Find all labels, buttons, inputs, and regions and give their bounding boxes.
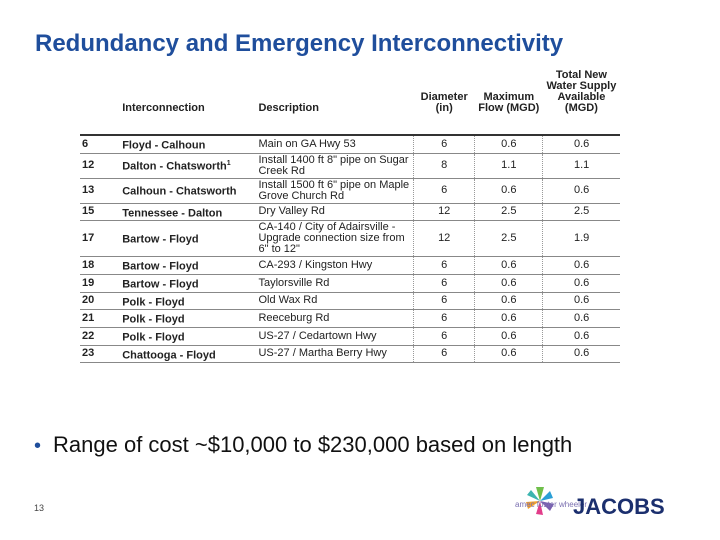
row-max-flow: 2.5 [474,203,543,221]
header-interconnection: Interconnection [122,102,205,114]
row-id: 12 [82,159,95,172]
row-description: Taylorsville Rd [258,276,330,289]
row-max-flow: 2.5 [474,220,543,257]
row-description: Reeceburg Rd [258,312,330,325]
row-id: 6 [82,137,89,150]
row-total-new: 0.6 [542,292,620,310]
table-body: 6 Floyd - Calhoun Main on GA Hwy 53 6 0.6 0.6… [80,135,620,363]
row-diameter: 6 [413,327,475,346]
row-interconnection: Calhoun - Chatsworth [122,185,237,198]
row-total-new: 0.6 [542,327,620,346]
footnote-marker: 1 [226,160,231,168]
row-interconnection: Polk - Floyd [122,296,185,309]
row-max-flow: 0.6 [474,178,543,204]
interconnection-table: Interconnection Description Diameter (in… [80,70,620,363]
row-id: 18 [82,259,95,272]
table-row: 19 Bartow - Floyd Taylorsville Rd 6 0.6 0.6 [80,274,620,293]
row-id: 13 [82,184,95,197]
row-max-flow: 0.6 [474,274,543,293]
row-max-flow: 0.6 [474,256,543,275]
row-diameter: 8 [413,153,475,179]
row-description: CA-293 / Kingston Hwy [258,259,373,272]
header-total-new: Total New Water Supply Available (MGD) [546,69,617,114]
row-diameter: 12 [413,203,475,221]
row-interconnection: Bartow - Floyd [122,278,199,291]
table-row: 23 Chattooga - Floyd US-27 / Martha Berry … [80,345,620,363]
row-total-new: 0.6 [542,178,620,204]
amec-logo-text: amec foster wheeler [515,500,588,509]
row-max-flow: 0.6 [474,309,543,328]
row-max-flow: 0.6 [474,135,543,154]
row-total-new: 0.6 [542,274,620,293]
table-row: 21 Polk - Floyd Reeceburg Rd 6 0.6 0.6 [80,309,620,328]
row-total-new: 1.1 [542,153,620,179]
table-row: 17 Bartow - Floyd CA-140 / City of Adairsv… [80,220,620,257]
row-description: CA-140 / City of Adairsville - Upgrade c… [258,221,405,256]
row-interconnection: Bartow - Floyd [122,234,199,247]
row-id: 21 [82,312,95,325]
row-id: 17 [82,232,95,245]
row-interconnection: Polk - Floyd [122,313,185,326]
row-id: 15 [82,205,95,218]
row-total-new: 0.6 [542,345,620,363]
amec-foster-wheeler-logo-icon [526,487,554,515]
row-id: 22 [82,329,95,342]
table-row: 13 Calhoun - Chatsworth Install 1500 ft 6"… [80,178,620,204]
table-row: 18 Bartow - Floyd CA-293 / Kingston Hwy 6 0.… [80,256,620,275]
row-max-flow: 0.6 [474,292,543,310]
row-id: 19 [82,276,95,289]
row-max-flow: 1.1 [474,153,543,179]
row-diameter: 6 [413,309,475,328]
page-number: 13 [34,503,45,513]
bullet-text: Range of cost ~$10,000 to $230,000 based… [53,432,573,457]
row-interconnection: Tennessee - Dalton [122,207,223,220]
row-total-new: 0.6 [542,309,620,328]
interconnection-table-container: Interconnection Description Diameter (in… [80,70,620,363]
slide-title: Redundancy and Emergency Interconnectivi… [35,30,564,57]
row-description: Install 1400 ft 8" pipe on Sugar Creek R… [258,153,409,177]
table-row: 6 Floyd - Calhoun Main on GA Hwy 53 6 0.6 0.6 [80,135,620,154]
header-description: Description [258,102,319,114]
row-diameter: 6 [413,274,475,293]
table-row: 12 Dalton - Chatsworth1 Install 1400 ft 8"… [80,153,620,179]
row-diameter: 6 [413,135,475,154]
table-row: 15 Tennessee - Dalton Dry Valley Rd 12 2.5 2.… [80,203,620,221]
row-total-new: 1.9 [542,220,620,257]
row-description: US-27 / Cedartown Hwy [258,329,377,342]
row-diameter: 6 [413,292,475,310]
row-description: Install 1500 ft 6" pipe on Maple Grove C… [258,178,410,202]
row-interconnection: Bartow - Floyd [122,260,199,273]
row-diameter: 6 [413,345,475,363]
row-id: 20 [82,294,95,307]
row-total-new: 0.6 [542,256,620,275]
header-max-flow: Maximum Flow (MGD) [478,91,540,114]
table-header-row: Interconnection Description Diameter (in… [80,70,620,135]
row-interconnection: Dalton - Chatsworth1 [122,160,231,173]
row-total-new: 2.5 [542,203,620,221]
row-diameter: 6 [413,256,475,275]
table-row: 20 Polk - Floyd Old Wax Rd 6 0.6 0.6 [80,292,620,310]
bullet-item: • Range of cost ~$10,000 to $230,000 base… [34,432,572,458]
row-interconnection: Chattooga - Floyd [122,349,216,362]
row-description: Dry Valley Rd [258,205,325,218]
row-max-flow: 0.6 [474,327,543,346]
table-row: 22 Polk - Floyd US-27 / Cedartown Hwy 6 0.6 0… [80,327,620,346]
header-id [80,70,120,135]
bullet-icon: • [34,435,42,457]
row-interconnection: Polk - Floyd [122,331,185,344]
row-id: 23 [82,347,95,360]
jacobs-logo: JACOBS [573,494,665,519]
row-total-new: 0.6 [542,135,620,154]
header-diameter: Diameter (in) [420,91,468,114]
row-description: US-27 / Martha Berry Hwy [258,347,387,360]
row-max-flow: 0.6 [474,345,543,363]
row-interconnection: Floyd - Calhoun [122,139,206,152]
row-diameter: 12 [413,220,475,257]
row-diameter: 6 [413,178,475,204]
row-description: Main on GA Hwy 53 [258,137,356,150]
row-description: Old Wax Rd [258,294,318,307]
